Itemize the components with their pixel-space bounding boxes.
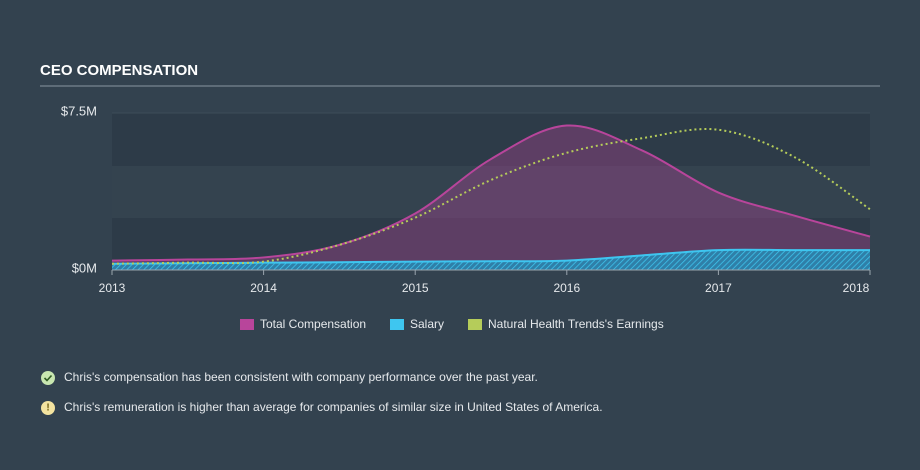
x-tick-label: 2014 <box>250 281 277 295</box>
legend-label: Salary <box>410 317 444 331</box>
line <box>111 248 870 265</box>
y-tick-label: $0M <box>72 260 97 275</box>
note: Chris's compensation has been consistent… <box>64 370 538 384</box>
x-tick-label: 2013 <box>99 281 126 295</box>
legend-label: Total Compensation <box>260 317 366 331</box>
legend-label: Natural Health Trends's Earnings <box>488 317 664 331</box>
check-mark <box>43 374 53 382</box>
legend-swatch <box>240 319 254 330</box>
x-tick-label: 2016 <box>553 281 580 295</box>
line <box>111 124 871 262</box>
x-tick-label: 2017 <box>705 281 732 295</box>
legend-swatch <box>390 319 404 330</box>
y-tick-label: $7.5M <box>61 103 97 118</box>
area <box>112 249 870 270</box>
check-icon <box>41 371 55 385</box>
legend-swatch <box>468 319 482 330</box>
note: Chris's remuneration is higher than aver… <box>64 400 603 414</box>
line <box>111 128 871 265</box>
x-tick-label: 2018 <box>843 281 870 295</box>
x-tick-label: 2015 <box>402 281 429 295</box>
chart-title: CEO COMPENSATION <box>40 62 198 79</box>
area <box>112 125 870 271</box>
warning-mark: ! <box>46 403 49 414</box>
warning-icon <box>41 401 55 415</box>
plot-band <box>112 166 870 218</box>
